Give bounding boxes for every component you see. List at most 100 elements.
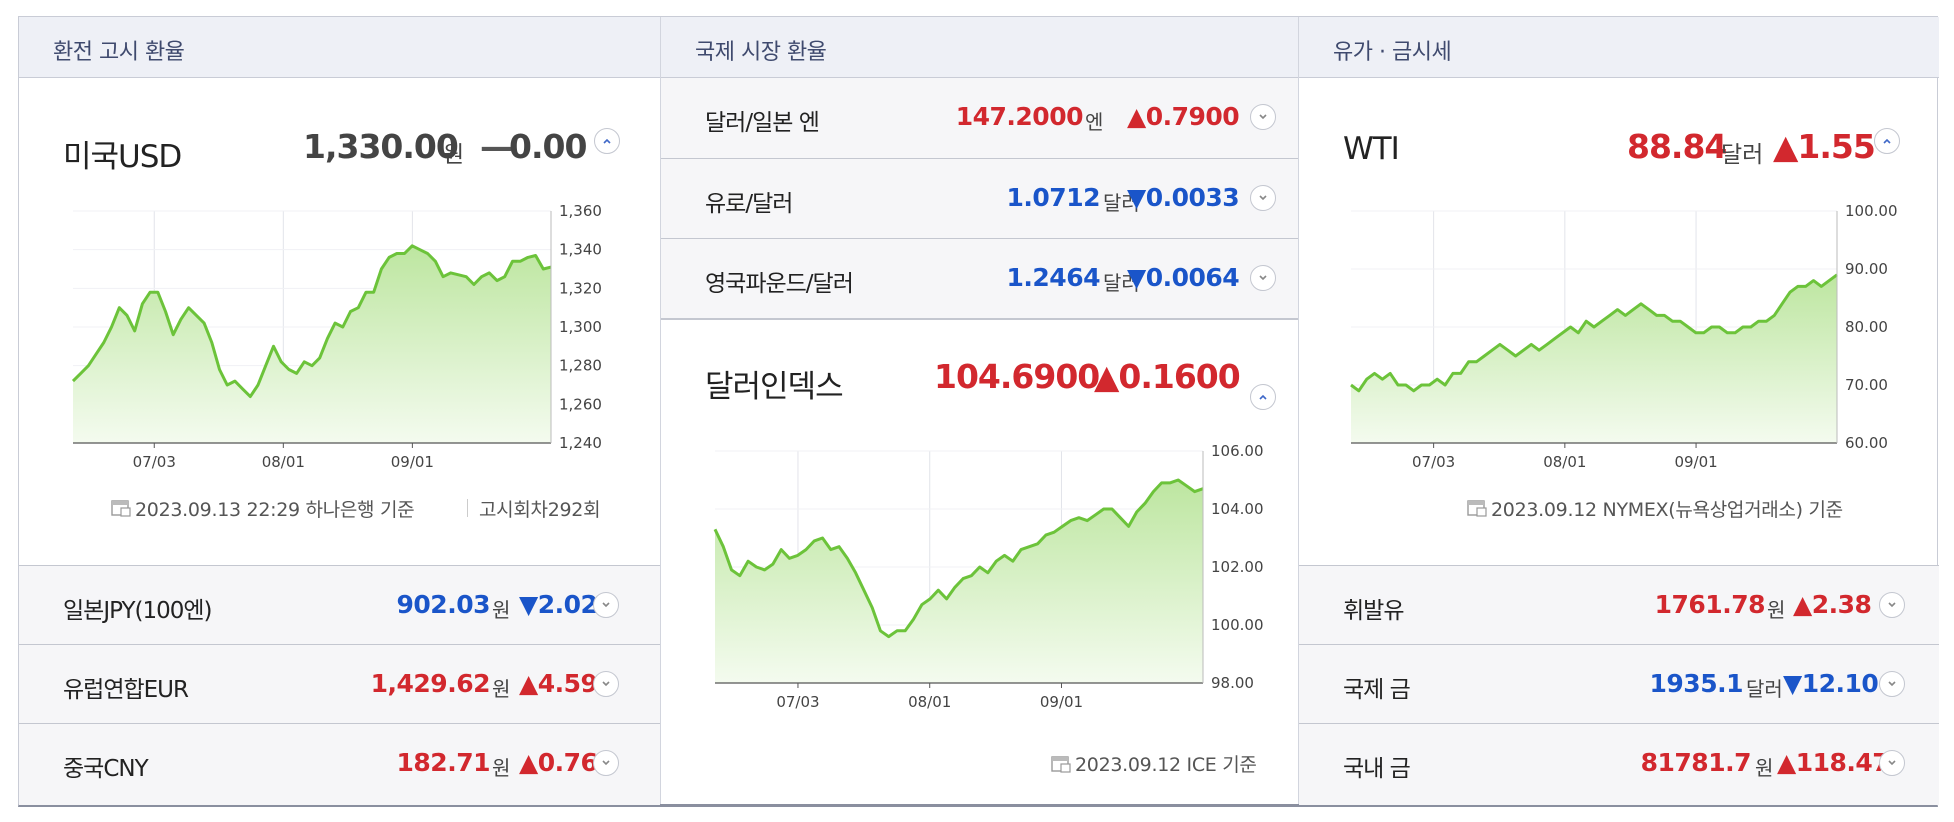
- chevron-down-icon: [1888, 602, 1896, 608]
- y-tick-label: 1,260: [559, 395, 602, 413]
- y-tick-label: 1,320: [559, 279, 602, 297]
- chart-area: [1351, 274, 1837, 443]
- y-tick-label: 80.00: [1845, 318, 1888, 336]
- commodity-name: 휘발유: [1343, 598, 1404, 624]
- expand-button[interactable]: [1250, 104, 1276, 130]
- commodity-value: 81781.7: [1640, 748, 1752, 777]
- chevron-down-icon: [602, 602, 610, 608]
- intl-row-gbp[interactable]: 영국파운드/달러 1.2464 달러 ▼0.0064: [661, 238, 1298, 318]
- oil-column: 유가 · 금시세 WTI 88.84 달러 ▲1.55 100.00 90.00 8…: [1298, 17, 1939, 805]
- source-divider: [467, 499, 468, 517]
- expand-button[interactable]: [593, 750, 619, 776]
- currency-name: 중국CNY: [63, 756, 149, 782]
- currency-row-eur[interactable]: 유럽연합EUR 1,429.62 원 ▲4.59: [19, 644, 660, 723]
- chart-line: [1350, 273, 1838, 393]
- commodity-value: 1761.78: [1654, 590, 1766, 619]
- currency-unit: 원: [492, 598, 511, 622]
- usd-unit: 원: [443, 142, 465, 168]
- intl-unit: 엔: [1085, 110, 1104, 134]
- usd-source-extra: 고시회차292회: [479, 499, 601, 521]
- commodity-change: 118.47: [1795, 748, 1890, 777]
- commodity-row-gasoline[interactable]: 휘발유 1761.78 원 ▲2.38: [1299, 565, 1939, 644]
- expand-button[interactable]: [1879, 750, 1905, 776]
- x-tick-label: 07/03: [133, 453, 176, 471]
- dxy-value: 104.6900: [934, 357, 1100, 396]
- intl-name: 영국파운드/달러: [705, 271, 854, 297]
- dxy-source: 2023.09.12 ICE 기준: [1075, 754, 1257, 776]
- wti-value: 88.84: [1627, 127, 1727, 166]
- down-arrow-icon: ▼: [1127, 263, 1146, 292]
- calendar-icon: [111, 500, 131, 517]
- up-arrow-icon: ▲: [519, 669, 538, 698]
- up-arrow-icon: ▲: [1777, 748, 1796, 777]
- currency-row-jpy[interactable]: 일본JPY(100엔) 902.03 원 ▼2.02: [19, 565, 660, 644]
- expand-button[interactable]: [1879, 671, 1905, 697]
- intl-change: 0.7900: [1145, 102, 1240, 131]
- wti-change: 1.55: [1797, 127, 1875, 166]
- intl-row-jpy[interactable]: 달러/일본 엔 147.2000 엔 ▲0.7900: [661, 78, 1298, 158]
- x-tick-label: 08/01: [908, 693, 951, 711]
- commodity-unit: 달러: [1746, 677, 1783, 701]
- intl-row-eur[interactable]: 유로/달러 1.0712 달러 ▼0.0033: [661, 158, 1298, 238]
- currency-value: 902.03: [396, 590, 491, 619]
- x-tick-label: 08/01: [1543, 453, 1586, 471]
- currency-value: 1,429.62: [370, 669, 491, 698]
- chevron-down-icon: [1888, 681, 1896, 687]
- usd-collapse-button[interactable]: [594, 128, 620, 154]
- up-arrow-icon: ▲: [1793, 590, 1812, 619]
- currency-row-cny[interactable]: 중국CNY 182.71 원 ▲0.76: [19, 723, 660, 805]
- intl-name: 유로/달러: [705, 191, 793, 217]
- calendar-icon: [1051, 756, 1071, 773]
- down-arrow-icon: ▼: [1127, 183, 1146, 212]
- y-tick-label: 90.00: [1845, 260, 1888, 278]
- divider: [661, 318, 1298, 320]
- oil-header: 유가 · 금시세: [1299, 17, 1939, 78]
- usd-source: 2023.09.13 22:29 하나은행 기준: [135, 499, 415, 521]
- wti-chart: 100.00 90.00 80.00 70.00 60.00 07/03 08/01 09/0…: [1350, 202, 1898, 471]
- commodity-change: 2.38: [1811, 590, 1872, 619]
- calendar-icon: [1467, 500, 1487, 517]
- commodity-unit: 원: [1755, 756, 1774, 780]
- intl-column: 국제 시장 환율 달러/일본 엔 147.2000 엔 ▲0.7900 유로/달…: [660, 17, 1298, 804]
- chart-line: [71, 244, 552, 399]
- expand-button[interactable]: [1879, 592, 1905, 618]
- intl-unit: 달러: [1103, 191, 1140, 215]
- chevron-down-icon: [1888, 760, 1896, 766]
- usd-chart: 1,360 1,340 1,320 1,300 1,280 1,260 1,240 07/03…: [71, 202, 602, 471]
- expand-button[interactable]: [593, 671, 619, 697]
- y-tick-label: 100.00: [1211, 616, 1264, 634]
- up-arrow-icon: ▲: [1127, 102, 1146, 131]
- y-tick-label: 1,340: [559, 241, 602, 259]
- intl-header: 국제 시장 환율: [661, 17, 1298, 78]
- usd-change: 0.00: [509, 127, 587, 166]
- intl-change: 0.0033: [1145, 183, 1240, 212]
- exchange-header-title[interactable]: 환전 고시 환율: [53, 40, 185, 65]
- commodity-row-intl-gold[interactable]: 국제 금 1935.1 달러 ▼12.10: [1299, 644, 1939, 723]
- intl-header-title[interactable]: 국제 시장 환율: [695, 40, 827, 65]
- commodity-row-domestic-gold[interactable]: 국내 금 81781.7 원 ▲118.47: [1299, 723, 1939, 805]
- currency-name: 일본JPY(100엔): [63, 598, 213, 624]
- commodity-name: 국제 금: [1343, 677, 1411, 703]
- y-tick-label: 102.00: [1211, 558, 1264, 576]
- expand-button[interactable]: [1250, 265, 1276, 291]
- chevron-up-icon: [1883, 138, 1891, 144]
- down-arrow-icon: ▼: [519, 590, 538, 619]
- dxy-collapse-button[interactable]: [1250, 384, 1276, 410]
- y-tick-label: 1,300: [559, 318, 602, 336]
- intl-change: 0.0064: [1145, 263, 1240, 292]
- currency-value: 182.71: [396, 748, 491, 777]
- y-tick-label: 70.00: [1845, 376, 1888, 394]
- x-tick-label: 07/03: [776, 693, 819, 711]
- intl-value: 147.2000: [955, 102, 1084, 131]
- intl-name: 달러/일본 엔: [705, 110, 820, 136]
- wti-name: WTI: [1343, 131, 1400, 167]
- expand-button[interactable]: [593, 592, 619, 618]
- expand-button[interactable]: [1250, 185, 1276, 211]
- up-arrow-icon: ▲: [1094, 357, 1119, 396]
- currency-change: 0.76: [537, 748, 598, 777]
- x-tick-label: 09/01: [1040, 693, 1083, 711]
- currency-name: 유럽연합EUR: [63, 677, 189, 703]
- wti-collapse-button[interactable]: [1874, 128, 1900, 154]
- oil-header-title[interactable]: 유가 · 금시세: [1333, 40, 1452, 65]
- usd-change-symbol: —: [480, 127, 513, 166]
